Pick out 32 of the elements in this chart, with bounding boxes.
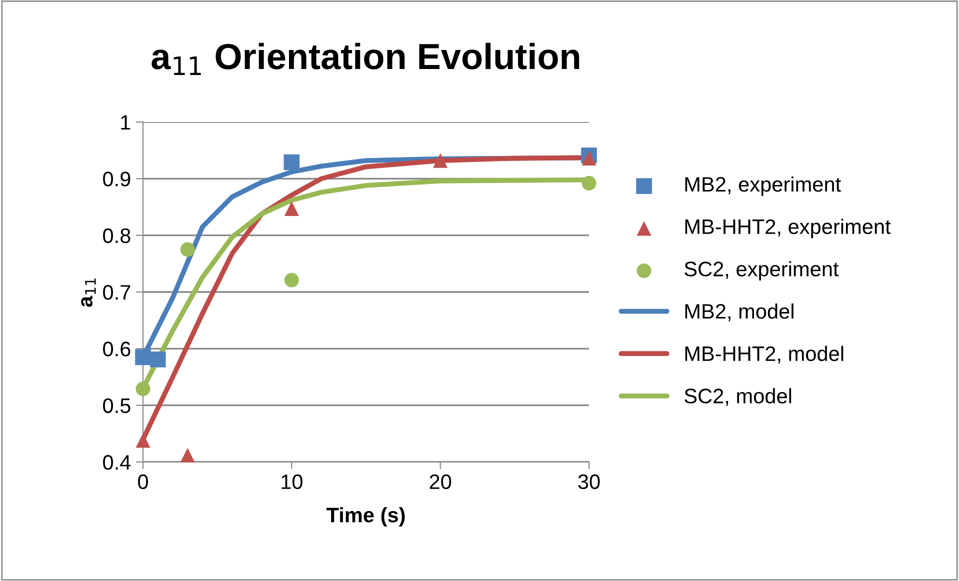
y-tick-label: 0.5: [103, 398, 130, 414]
x-tick-label: 0: [138, 474, 148, 490]
y-tick-label: 0.8: [103, 228, 130, 244]
point: [284, 201, 299, 216]
legend-label: MB-HHT2, experiment: [685, 218, 891, 238]
point: [284, 154, 300, 170]
point: [136, 382, 150, 396]
y-tick-label: 0.6: [103, 342, 130, 356]
y-tick-label: 1: [121, 115, 130, 130]
y-axis-title: a$_{11}$: [81, 278, 96, 307]
point: [150, 352, 166, 368]
point: [136, 433, 150, 448]
x-tick-label: 20: [430, 474, 452, 490]
point: [180, 242, 195, 257]
legend-label: MB-HHT2, model: [685, 346, 844, 364]
point: [180, 448, 195, 462]
y-tick-label: 0.7: [103, 285, 130, 300]
point: [433, 153, 448, 168]
y-tick-label: 0.9: [103, 172, 130, 186]
legend-label: SC2, experiment: [684, 261, 839, 281]
x-tick-label: 10: [282, 474, 302, 490]
point: [284, 272, 299, 288]
x-tick-label: 30: [578, 474, 600, 490]
point: [135, 349, 151, 366]
x-axis-title: Time (s): [326, 507, 405, 527]
chart-title: a$_{11}$ Orientation Evolution: [152, 42, 580, 75]
legend-label: SC2, model: [684, 388, 792, 406]
point: [582, 150, 596, 166]
legend-label: MB2, model: [685, 303, 794, 322]
point: [582, 176, 596, 190]
legend-label: MB2, experiment: [685, 176, 841, 196]
y-tick-label: 0.4: [103, 455, 131, 470]
